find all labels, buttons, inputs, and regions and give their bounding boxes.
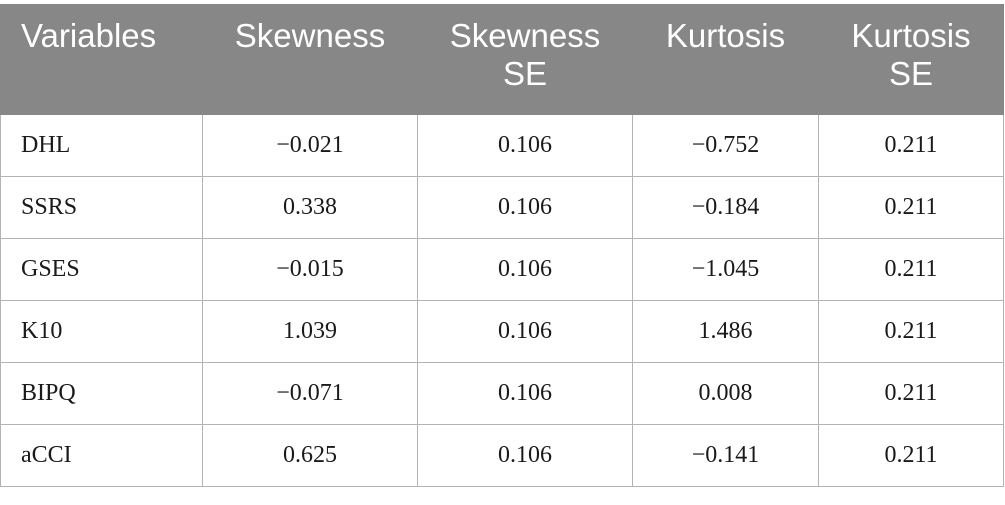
cell-variable: SSRS xyxy=(0,176,203,239)
header-kurtosis: Kurtosis xyxy=(632,4,819,115)
cell-skewness-se: 0.106 xyxy=(417,300,633,363)
cell-skewness: −0.071 xyxy=(202,362,418,425)
header-row: Variables Skewness Skewness SE Kurtosis … xyxy=(0,4,1004,115)
table-row: GSES −0.015 0.106 −1.045 0.211 xyxy=(0,238,1004,301)
cell-kurtosis-se: 0.211 xyxy=(818,176,1004,239)
cell-skewness-se: 0.106 xyxy=(417,114,633,177)
cell-kurtosis-se: 0.211 xyxy=(818,238,1004,301)
cell-kurtosis: −1.045 xyxy=(632,238,819,301)
cell-skewness-se: 0.106 xyxy=(417,424,633,487)
table-row: K10 1.039 0.106 1.486 0.211 xyxy=(0,300,1004,363)
cell-kurtosis-se: 0.211 xyxy=(818,300,1004,363)
cell-variable: K10 xyxy=(0,300,203,363)
header-skewness: Skewness xyxy=(202,4,418,115)
statistics-table: Variables Skewness Skewness SE Kurtosis … xyxy=(0,4,1004,487)
cell-variable: GSES xyxy=(0,238,203,301)
cell-kurtosis: −0.752 xyxy=(632,114,819,177)
cell-kurtosis: 0.008 xyxy=(632,362,819,425)
cell-skewness: 0.338 xyxy=(202,176,418,239)
cell-kurtosis: −0.184 xyxy=(632,176,819,239)
cell-kurtosis-se: 0.211 xyxy=(818,424,1004,487)
table-row: DHL −0.021 0.106 −0.752 0.211 xyxy=(0,114,1004,177)
header-kurtosis-se: Kurtosis SE xyxy=(818,4,1004,115)
table-body: DHL −0.021 0.106 −0.752 0.211 SSRS 0.338… xyxy=(0,114,1004,487)
table-row: SSRS 0.338 0.106 −0.184 0.211 xyxy=(0,176,1004,239)
cell-kurtosis: −0.141 xyxy=(632,424,819,487)
cell-variable: BIPQ xyxy=(0,362,203,425)
table-row: aCCI 0.625 0.106 −0.141 0.211 xyxy=(0,424,1004,487)
table-header: Variables Skewness Skewness SE Kurtosis … xyxy=(0,4,1004,115)
cell-kurtosis-se: 0.211 xyxy=(818,362,1004,425)
cell-skewness-se: 0.106 xyxy=(417,176,633,239)
cell-skewness-se: 0.106 xyxy=(417,238,633,301)
header-variables: Variables xyxy=(0,4,203,115)
cell-variable: DHL xyxy=(0,114,203,177)
header-skewness-se: Skewness SE xyxy=(417,4,633,115)
cell-skewness: −0.015 xyxy=(202,238,418,301)
cell-skewness: −0.021 xyxy=(202,114,418,177)
table-row: BIPQ −0.071 0.106 0.008 0.211 xyxy=(0,362,1004,425)
cell-skewness: 1.039 xyxy=(202,300,418,363)
cell-skewness-se: 0.106 xyxy=(417,362,633,425)
cell-kurtosis-se: 0.211 xyxy=(818,114,1004,177)
cell-skewness: 0.625 xyxy=(202,424,418,487)
cell-kurtosis: 1.486 xyxy=(632,300,819,363)
cell-variable: aCCI xyxy=(0,424,203,487)
